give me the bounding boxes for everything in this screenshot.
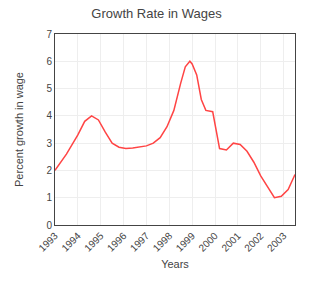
svg-text:2001: 2001 xyxy=(219,230,243,254)
svg-text:0: 0 xyxy=(46,220,52,231)
svg-text:6: 6 xyxy=(46,56,52,67)
svg-text:1999: 1999 xyxy=(174,230,198,254)
svg-text:Years: Years xyxy=(161,258,189,270)
svg-text:1: 1 xyxy=(46,192,52,203)
svg-text:1996: 1996 xyxy=(105,230,129,254)
svg-text:1995: 1995 xyxy=(82,230,106,254)
svg-text:2000: 2000 xyxy=(196,230,220,254)
svg-text:4: 4 xyxy=(46,110,52,121)
svg-text:1994: 1994 xyxy=(59,230,83,254)
svg-text:2003: 2003 xyxy=(265,230,289,254)
svg-text:1993: 1993 xyxy=(36,230,60,254)
svg-text:5: 5 xyxy=(46,83,52,94)
svg-text:7: 7 xyxy=(46,29,52,40)
svg-text:2: 2 xyxy=(46,165,52,176)
svg-text:1998: 1998 xyxy=(151,230,175,254)
svg-text:1997: 1997 xyxy=(128,230,152,254)
svg-text:Percent growth in wage: Percent growth in wage xyxy=(13,72,25,187)
svg-text:Growth Rate in Wages: Growth Rate in Wages xyxy=(91,6,222,21)
svg-text:3: 3 xyxy=(46,138,52,149)
svg-text:2002: 2002 xyxy=(242,230,266,254)
